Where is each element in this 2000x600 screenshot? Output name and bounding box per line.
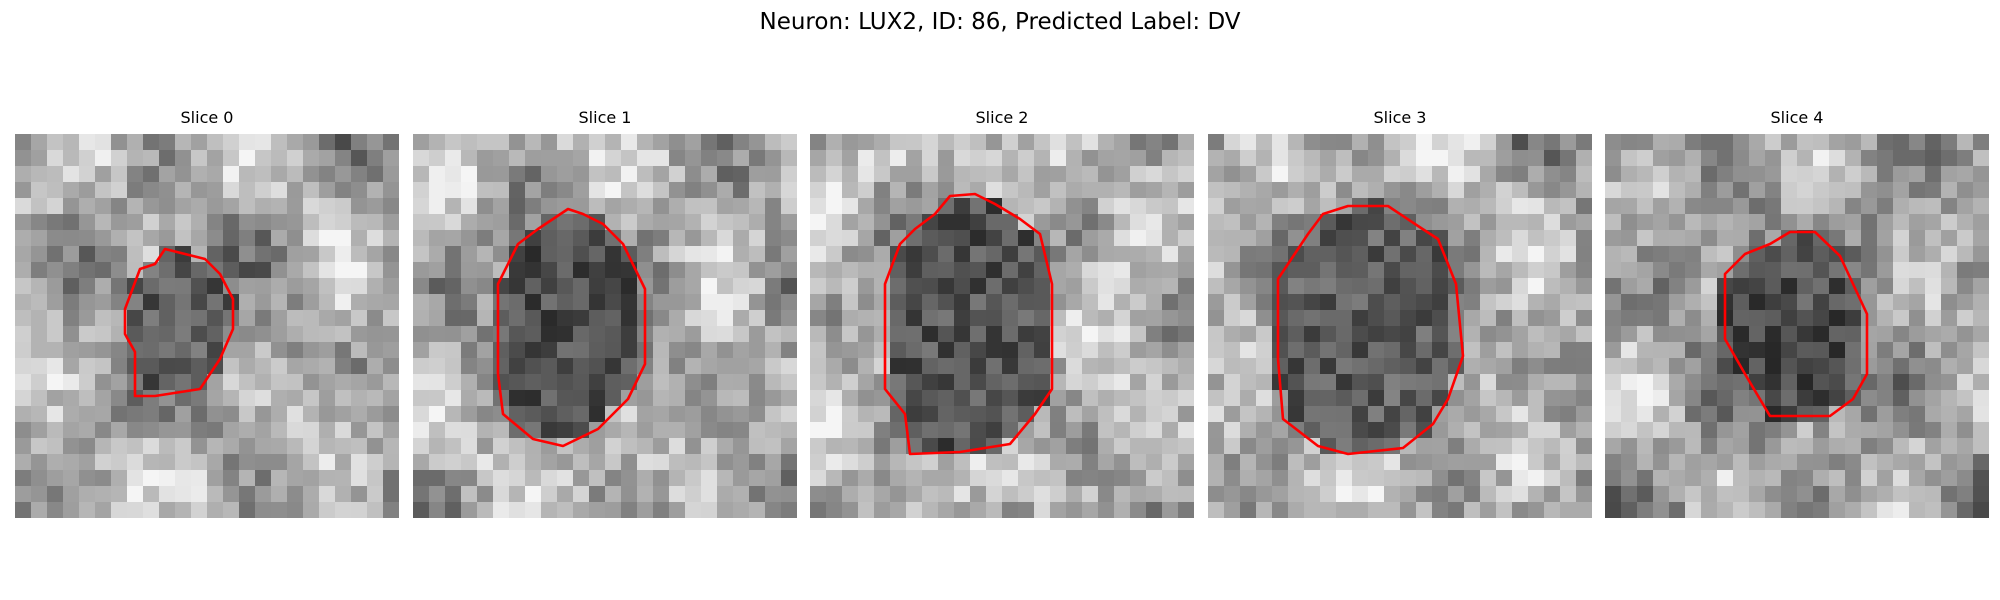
pixel-grid — [810, 134, 1194, 518]
slice-image-1 — [413, 134, 797, 518]
pixel-grid — [15, 134, 399, 518]
neuron-outline — [1723, 230, 1869, 418]
pixel-grid — [1605, 134, 1989, 518]
slice-panel-2: Slice 2 — [810, 108, 1194, 518]
neuron-outline — [496, 207, 647, 448]
slice-panel-4: Slice 4 — [1605, 108, 1989, 518]
slice-panel-3: Slice 3 — [1208, 108, 1592, 518]
pixel-grid — [413, 134, 797, 518]
slice-image-2 — [810, 134, 1194, 518]
slice-title: Slice 2 — [975, 108, 1029, 127]
neuron-outline — [123, 247, 235, 398]
neuron-outline — [1276, 204, 1465, 456]
slice-title: Slice 4 — [1770, 108, 1824, 127]
slice-panel-0: Slice 0 — [15, 108, 399, 518]
pixel-grid — [1208, 134, 1592, 518]
neuron-outline — [883, 192, 1054, 456]
slice-image-0 — [15, 134, 399, 518]
slice-image-4 — [1605, 134, 1989, 518]
slice-panel-1: Slice 1 — [413, 108, 797, 518]
slice-title: Slice 3 — [1373, 108, 1427, 127]
slice-title: Slice 1 — [578, 108, 632, 127]
figure-title: Neuron: LUX2, ID: 86, Predicted Label: D… — [759, 9, 1241, 35]
slice-image-3 — [1208, 134, 1592, 518]
slice-title: Slice 0 — [180, 108, 234, 127]
